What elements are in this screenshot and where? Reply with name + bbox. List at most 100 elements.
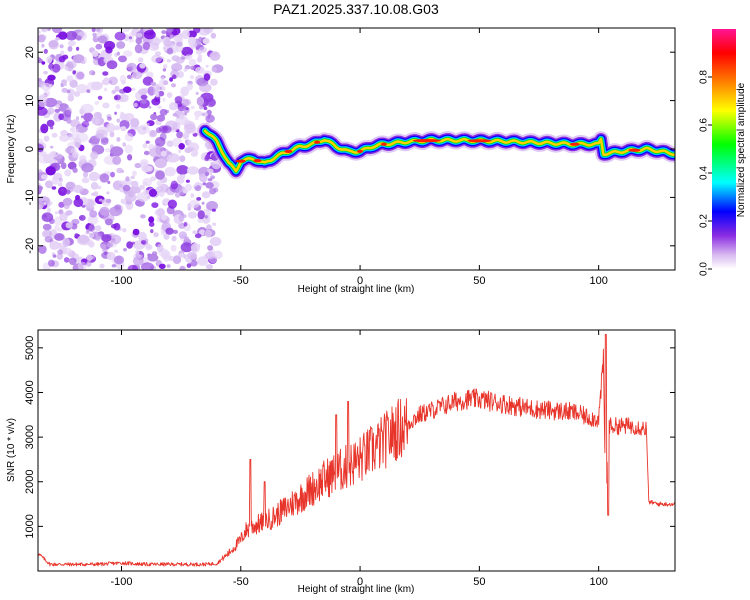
noise-blob — [170, 244, 177, 252]
noise-blob — [51, 132, 58, 138]
x-tick-label: -50 — [233, 576, 249, 588]
noise-blob — [86, 254, 93, 261]
noise-blob — [97, 35, 108, 44]
noise-blob — [55, 37, 60, 41]
colorbar-tick-label: 0.4 — [699, 166, 710, 180]
noise-blob — [135, 32, 143, 38]
noise-blob — [187, 207, 192, 211]
noise-blob — [157, 105, 162, 109]
noise-blob — [42, 223, 52, 231]
noise-blob — [89, 232, 95, 239]
noise-blob — [126, 74, 132, 79]
noise-blob — [131, 241, 135, 245]
noise-blob — [76, 84, 88, 94]
noise-blob — [169, 255, 175, 262]
noise-blob — [172, 229, 178, 234]
noise-blob — [107, 180, 111, 185]
spectrogram-x-ticks: -100 -50 0 50 100 — [110, 28, 608, 287]
noise-blob — [185, 179, 190, 183]
noise-blob — [124, 193, 137, 203]
noise-blob — [143, 30, 156, 40]
noise-blob — [135, 37, 143, 45]
noise-blob — [134, 44, 143, 54]
noise-blob — [207, 245, 214, 251]
noise-blob — [92, 32, 97, 37]
noise-blob — [64, 66, 69, 71]
noise-blob — [149, 130, 158, 137]
noise-blob — [67, 118, 72, 124]
noise-blob — [209, 51, 221, 61]
noise-blob — [133, 102, 138, 108]
noise-blob — [188, 58, 197, 66]
noise-blob — [154, 136, 166, 147]
noise-blob — [73, 198, 84, 208]
noise-blob — [66, 75, 74, 82]
noise-blob — [176, 131, 184, 139]
noise-blob — [140, 94, 148, 100]
noise-blob — [178, 222, 186, 229]
noise-blob — [156, 180, 163, 187]
noise-blob — [195, 66, 205, 74]
snr-panel: -100 -50 0 50 100 1000 2000 3000 4000 5000 Heigh… — [6, 329, 676, 595]
noise-blob — [151, 54, 163, 63]
noise-blob — [86, 229, 90, 233]
snr-frame — [37, 329, 676, 572]
ridge-peak — [467, 139, 492, 143]
noise-blob — [41, 61, 46, 65]
noise-blob — [154, 158, 167, 169]
noise-blob — [83, 112, 94, 122]
noise-blob — [87, 215, 99, 225]
noise-blob — [194, 110, 203, 117]
ridge-peak — [569, 142, 580, 146]
noise-blob — [62, 237, 71, 247]
noise-blob — [190, 260, 198, 267]
noise-blob — [43, 135, 50, 142]
ridge-peak — [628, 148, 641, 152]
noise-blob — [187, 140, 192, 144]
noise-blob — [116, 137, 121, 142]
noise-blob — [190, 65, 196, 70]
noise-blob — [59, 212, 68, 222]
noise-blob — [154, 208, 166, 217]
x-tick-label: 50 — [473, 275, 485, 287]
y-tick-label: 4000 — [24, 380, 36, 404]
noise-blob — [174, 191, 181, 198]
y-tick-label: 1000 — [24, 514, 36, 538]
noise-blob — [148, 188, 158, 197]
noise-blob — [199, 83, 212, 93]
figure-title: PAZ1.2025.337.10.08.G03 — [273, 1, 439, 17]
noise-blob — [159, 38, 164, 43]
noise-blob — [60, 50, 65, 56]
noise-blob — [106, 191, 110, 195]
noise-blob — [190, 45, 195, 50]
noise-blob — [202, 182, 207, 186]
noise-blob — [188, 199, 200, 209]
noise-blob — [46, 56, 53, 64]
noise-blob — [171, 62, 183, 72]
colorbar-tick-label: 0.0 — [699, 262, 710, 276]
noise-blob — [139, 184, 146, 190]
noise-blob — [50, 150, 58, 158]
noise-blob — [210, 175, 216, 180]
noise-blob — [182, 47, 188, 53]
noise-blob — [99, 206, 110, 216]
noise-blob — [194, 233, 202, 239]
noise-blob — [50, 67, 54, 72]
noise-blob — [77, 261, 87, 270]
noise-blob — [57, 182, 63, 187]
colorbar-tick-label: 0.2 — [699, 214, 710, 228]
noise-blob — [170, 180, 178, 190]
noise-blob — [142, 76, 154, 86]
noise-blob — [166, 154, 176, 163]
noise-blob — [178, 149, 182, 154]
noise-blob — [74, 233, 79, 238]
noise-blob — [48, 39, 59, 50]
noise-blob — [130, 180, 139, 188]
noise-blob — [194, 185, 202, 192]
noise-blob — [140, 262, 155, 270]
noise-blob — [49, 240, 60, 250]
noise-blob — [106, 252, 116, 261]
noise-blob — [54, 211, 59, 215]
noise-blob — [114, 249, 119, 253]
